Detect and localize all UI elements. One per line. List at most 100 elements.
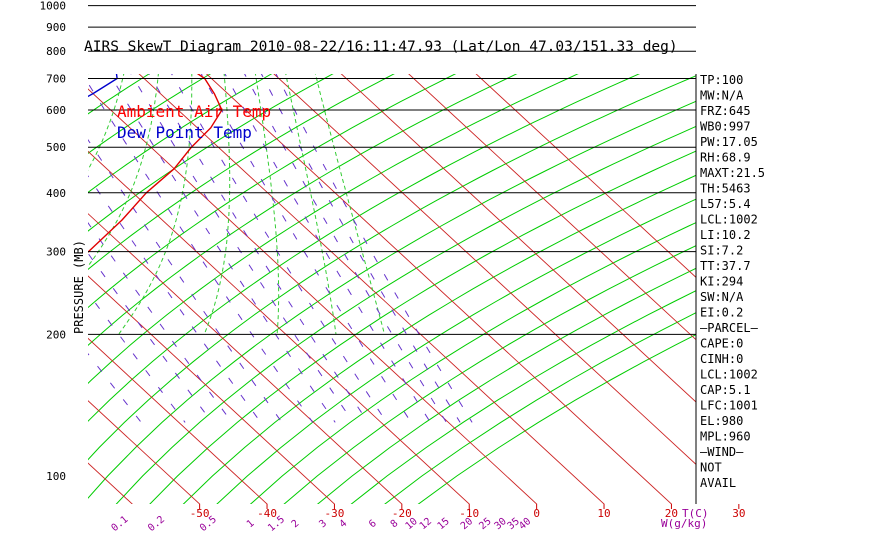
- bottom-temperature-ticks: -50 -40 -30 -20 -10 0 10 20 30: [190, 504, 745, 520]
- index-label: CINH:0: [700, 352, 743, 366]
- dry-adiabat-line: [283, 245, 696, 504]
- chart-title: AIRS SkewT Diagram 2010-08-22/16:11:47.9…: [84, 39, 678, 55]
- pressure-tick-label: 600: [46, 104, 66, 117]
- bottom-temperature-tick-label: -50: [190, 507, 210, 520]
- pressure-tick-label: 800: [46, 45, 66, 58]
- bottom-temperature-tick-label: -30: [324, 507, 344, 520]
- index-label: LFC:1001: [700, 399, 758, 413]
- moist-adiabat-line: [203, 74, 231, 335]
- pressure-tick-label: 900: [46, 21, 66, 34]
- moist-adiabat-line: [285, 74, 337, 335]
- index-label: EI:0.2: [700, 306, 743, 320]
- isotherm-line: [273, 74, 696, 465]
- mixing-ratio-lines: [88, 74, 473, 423]
- index-label: LCL:1002: [700, 368, 758, 382]
- mixing-ratio-line: [275, 74, 473, 423]
- isotherm-line: [88, 150, 470, 504]
- pressure-tick-label: 1000: [40, 0, 67, 13]
- isotherm-line: [88, 213, 403, 504]
- index-label: TT:37.7: [700, 259, 751, 273]
- mixing-ratio-tick-label: 6: [367, 518, 379, 530]
- moist-adiabat-line: [254, 74, 280, 335]
- mixing-ratio-line: [260, 74, 461, 423]
- bottom-temperature-tick-label: -10: [459, 507, 479, 520]
- mixing-ratio-tick-label: 4: [338, 518, 350, 530]
- dry-adiabat-line: [182, 174, 696, 504]
- dry-adiabat-line: [88, 74, 395, 271]
- mixing-ratio-line: [88, 175, 262, 423]
- isotherm-line: [88, 337, 268, 504]
- isotherm-line: [205, 74, 673, 504]
- index-label: CAPE:0: [700, 337, 743, 351]
- isotherm-line: [475, 74, 696, 278]
- dry-adiabat-line: [88, 74, 457, 309]
- index-label: LI:10.2: [700, 228, 751, 242]
- isotherms: [88, 74, 696, 504]
- index-label: SI:7.2: [700, 244, 743, 258]
- index-label: L57:5.4: [700, 197, 751, 211]
- index-label: WB0:997: [700, 120, 751, 134]
- legend-dew-point-temp: Dew Point Temp: [117, 123, 252, 142]
- mixing-ratio-tick-label: 2: [290, 518, 302, 530]
- bottom-temperature-tick-label: 20: [665, 507, 678, 520]
- mixing-ratio-line: [88, 82, 314, 423]
- dry-adiabat-line: [316, 267, 696, 504]
- moist-adiabat-line: [88, 74, 159, 268]
- dry-adiabat-line: [149, 150, 696, 504]
- pressure-tick-label: 500: [46, 141, 66, 154]
- bottom-temperature-tick-label: -20: [392, 507, 412, 520]
- index-label: LCL:1002: [700, 213, 758, 227]
- mixing-ratio-tick-label: 3: [317, 518, 329, 530]
- bottom-temperature-tick-label: 0: [533, 507, 540, 520]
- index-label: MPL:960: [700, 430, 751, 444]
- index-label: NOT: [700, 461, 722, 475]
- index-label: MAXT:21.5: [700, 166, 765, 180]
- pressure-tick-label: 300: [46, 246, 66, 259]
- mixing-ratio-tick-label: 8: [389, 518, 401, 530]
- isotherm-line: [88, 400, 201, 504]
- pressure-tick-label: 400: [46, 187, 66, 200]
- index-label: MW:N/A: [700, 89, 744, 103]
- dry-adiabat-line: [115, 125, 696, 504]
- mixing-ratio-unit-label: W(g/kg): [661, 517, 707, 530]
- temperature-unit-label: T(C): [682, 507, 709, 520]
- isobars: [88, 5, 696, 335]
- bottom-temperature-tick-label: 30: [732, 507, 745, 520]
- dry-adiabat-line: [88, 74, 579, 384]
- dry-adiabat-line: [88, 74, 641, 422]
- dry-adiabat-line: [88, 74, 518, 347]
- index-label: SW:N/A: [700, 290, 744, 304]
- dry-adiabat-line: [249, 222, 696, 504]
- index-label: PW:17.05: [700, 135, 758, 149]
- isotherm-line: [340, 74, 696, 403]
- mixing-ratio-tick-label: 1: [245, 518, 257, 530]
- mixing-ratio-line: [88, 138, 283, 423]
- mixing-ratio-line: [244, 74, 447, 423]
- dry-adiabat-line: [216, 198, 696, 504]
- index-label: TP:100: [700, 73, 743, 87]
- y-axis-label: PRESSURE (MB): [72, 240, 86, 334]
- dry-adiabats: [88, 74, 696, 504]
- dry-adiabat-line: [88, 74, 334, 232]
- index-label: EL:980: [700, 414, 743, 428]
- isotherm-line: [138, 74, 605, 504]
- index-label: FRZ:645: [700, 104, 751, 118]
- isotherm-line: [88, 275, 336, 504]
- moist-adiabat-line: [88, 74, 125, 171]
- dry-adiabat-line: [88, 75, 696, 461]
- index-label: —PARCEL—: [700, 321, 759, 335]
- pressure-tick-label: 200: [46, 328, 66, 341]
- moist-adiabats: [88, 74, 385, 335]
- index-label: CAP:5.1: [700, 383, 751, 397]
- bottom-temperature-tick-label: -40: [257, 507, 277, 520]
- index-label: AVAIL: [700, 476, 736, 490]
- index-label: RH:68.9: [700, 151, 751, 165]
- dry-adiabat-line: [88, 74, 273, 194]
- bottom-temperature-tick-label: 10: [597, 507, 610, 520]
- isotherm-line: [408, 74, 696, 341]
- moist-adiabat-line: [118, 74, 193, 335]
- index-label: TH:5463: [700, 182, 751, 196]
- dry-adiabat-line: [88, 100, 696, 499]
